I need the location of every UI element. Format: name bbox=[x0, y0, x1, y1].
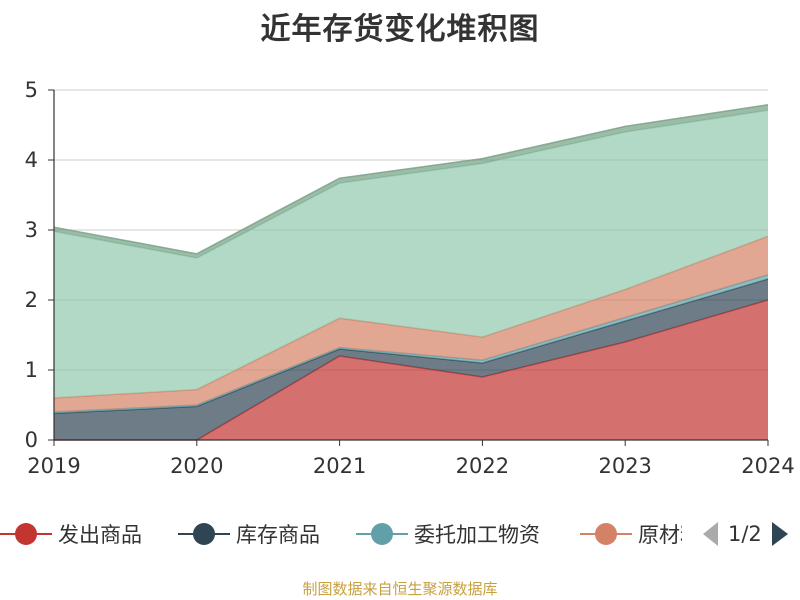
legend-prev-icon[interactable] bbox=[700, 520, 720, 548]
area-series-5 bbox=[54, 110, 768, 399]
legend-symbol bbox=[356, 523, 408, 545]
legend-page-indicator: 1/2 bbox=[728, 522, 762, 546]
legend-label: 委托加工物资 bbox=[414, 523, 540, 547]
legend-label: 发出商品 bbox=[58, 523, 142, 547]
y-tick-label: 5 bbox=[25, 78, 38, 102]
series-line-6 bbox=[53, 103, 769, 255]
data-source-note: 制图数据来自恒生聚源数据库 bbox=[302, 580, 498, 598]
x-tick-label: 2019 bbox=[27, 454, 80, 478]
legend-label: 原材料 bbox=[638, 523, 682, 547]
y-tick-label: 2 bbox=[25, 288, 38, 312]
y-tick-label: 0 bbox=[25, 428, 38, 452]
legend-symbol bbox=[178, 523, 230, 545]
legend-next-icon[interactable] bbox=[770, 520, 790, 548]
x-tick-label: 2022 bbox=[456, 454, 509, 478]
legend: 发出商品 库存商品 委托加工物资 原材料 bbox=[0, 516, 800, 552]
area-series-2 bbox=[54, 279, 768, 440]
legend-label: 库存商品 bbox=[236, 523, 320, 547]
area-series-6 bbox=[54, 104, 768, 258]
legend-symbol bbox=[580, 523, 632, 545]
legend-symbol bbox=[0, 523, 52, 545]
y-tick-label: 3 bbox=[25, 218, 38, 242]
legend-item[interactable]: 委托加工物资 bbox=[356, 516, 540, 552]
x-tick-label: 2024 bbox=[741, 454, 794, 478]
x-tick-label: 2021 bbox=[313, 454, 366, 478]
y-tick-label: 4 bbox=[25, 148, 38, 172]
legend-item[interactable]: 原材料 bbox=[580, 516, 682, 552]
chart-title: 近年存货变化堆积图 bbox=[260, 12, 540, 47]
x-tick-label: 2023 bbox=[598, 454, 651, 478]
x-tick-label: 2020 bbox=[170, 454, 223, 478]
legend-pager: 1/2 bbox=[700, 516, 790, 552]
legend-item[interactable]: 库存商品 bbox=[178, 516, 320, 552]
y-tick-label: 1 bbox=[25, 358, 38, 382]
area-series-1 bbox=[54, 300, 768, 440]
legend-item[interactable]: 发出商品 bbox=[0, 516, 142, 552]
